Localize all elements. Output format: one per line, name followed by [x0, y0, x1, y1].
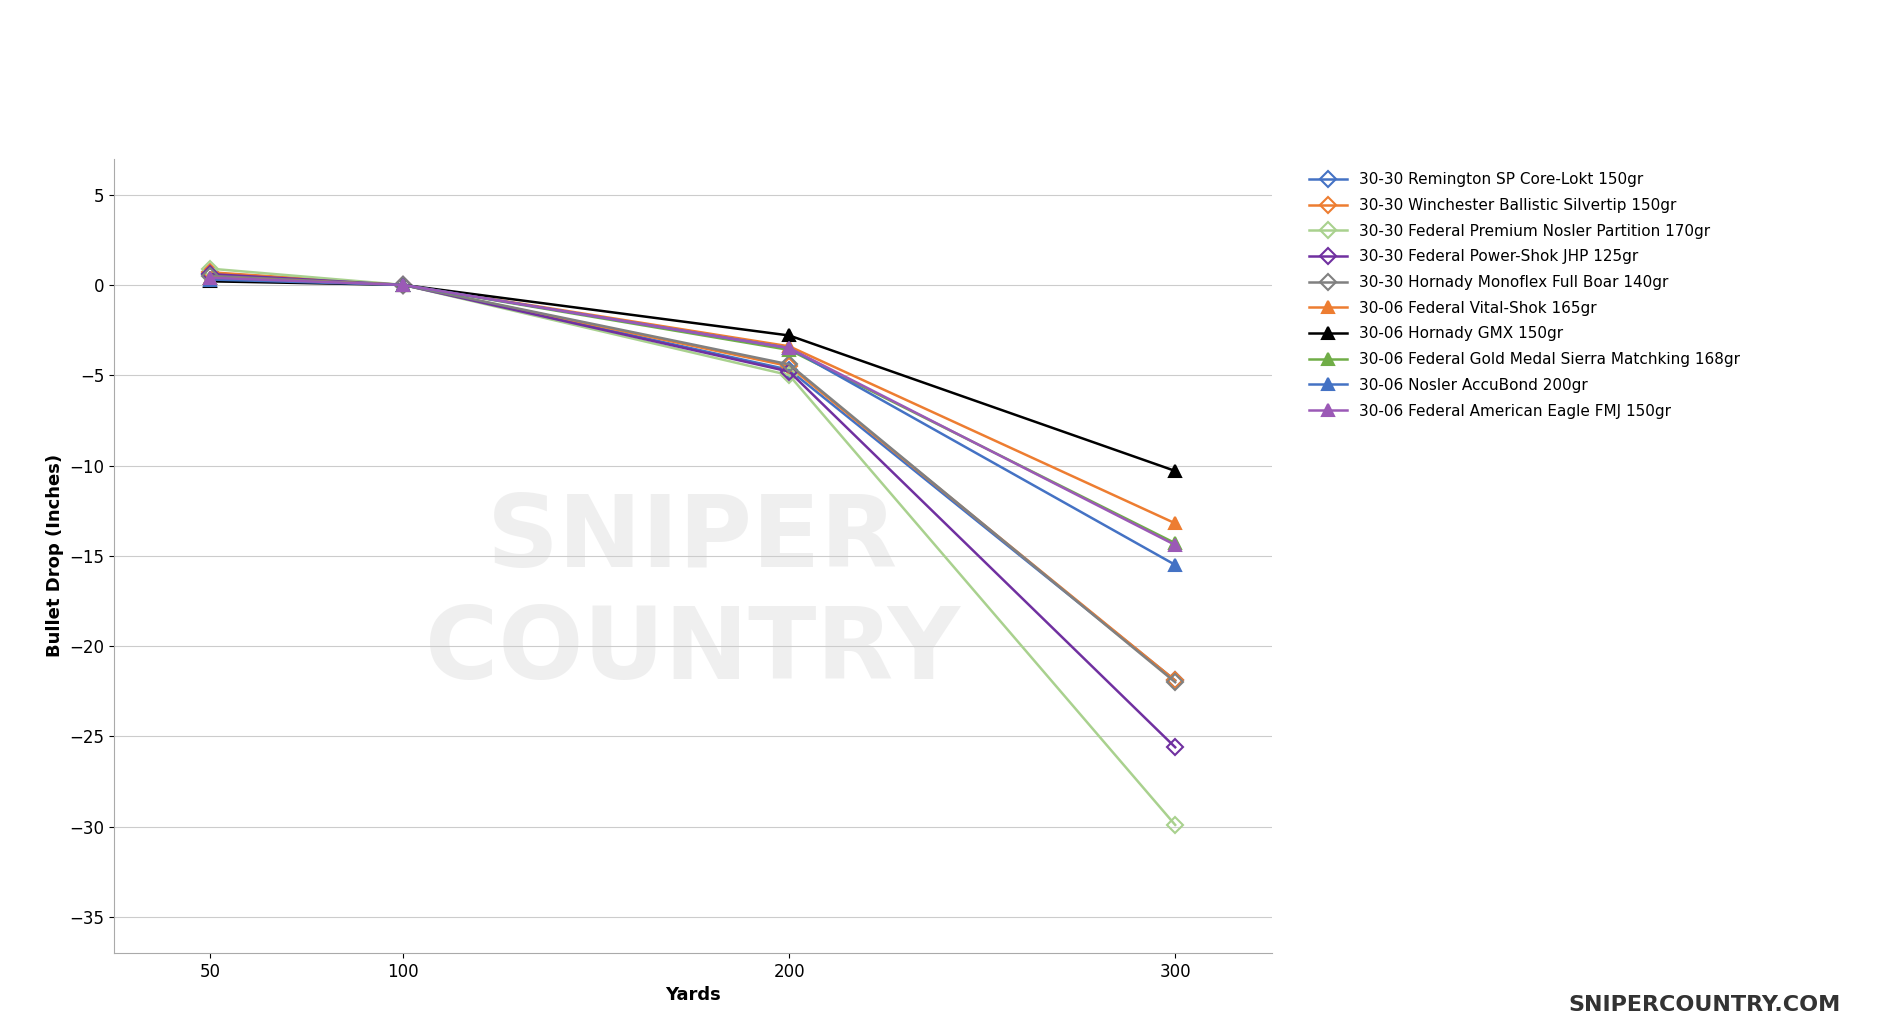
30-30 Federal Power-Shok JHP 125gr: [778, 366, 801, 378]
30-06 Nosler AccuBond 200gr: [199, 274, 222, 286]
30-06 Nosler AccuBond 200gr: [1163, 558, 1186, 571]
30-06 Federal Vital-Shok 165gr: [391, 279, 414, 291]
30-30 Remington SP Core-Lokt 150gr: [778, 364, 801, 376]
30-30 Hornady Monoflex Full Boar 140gr: [778, 358, 801, 371]
30-06 Federal Gold Medal Sierra Matchking 168gr: [778, 344, 801, 356]
30-30 Federal Premium Nosler Partition 170gr: [199, 262, 222, 275]
Line: 30-06 Federal American Eagle FMJ 150gr: 30-06 Federal American Eagle FMJ 150gr: [205, 272, 1181, 550]
30-30 Federal Premium Nosler Partition 170gr: [391, 279, 414, 291]
Line: 30-06 Federal Vital-Shok 165gr: 30-06 Federal Vital-Shok 165gr: [205, 272, 1181, 528]
30-30 Federal Premium Nosler Partition 170gr: [778, 369, 801, 381]
30-06 Hornady GMX 150gr: [778, 329, 801, 342]
30-06 Federal Vital-Shok 165gr: [1163, 517, 1186, 529]
30-30 Remington SP Core-Lokt 150gr: [1163, 674, 1186, 687]
30-30 Winchester Ballistic Silvertip 150gr: [391, 279, 414, 291]
Line: 30-30 Hornady Monoflex Full Boar 140gr: 30-30 Hornady Monoflex Full Boar 140gr: [205, 270, 1181, 688]
Line: 30-06 Federal Gold Medal Sierra Matchking 168gr: 30-06 Federal Gold Medal Sierra Matchkin…: [205, 272, 1181, 549]
Text: SNIPERCOUNTRY.COM: SNIPERCOUNTRY.COM: [1570, 996, 1841, 1015]
Text: SNIPER
COUNTRY: SNIPER COUNTRY: [425, 491, 960, 700]
30-06 Federal Gold Medal Sierra Matchking 168gr: [199, 271, 222, 284]
30-06 Federal Gold Medal Sierra Matchking 168gr: [391, 279, 414, 291]
30-06 Hornady GMX 150gr: [391, 279, 414, 291]
30-30 Remington SP Core-Lokt 150gr: [391, 279, 414, 291]
30-06 Federal Gold Medal Sierra Matchking 168gr: [1163, 537, 1186, 549]
30-30 Hornady Monoflex Full Boar 140gr: [1163, 677, 1186, 689]
30-06 Hornady GMX 150gr: [199, 276, 222, 288]
30-30 Remington SP Core-Lokt 150gr: [199, 268, 222, 281]
30-06 Hornady GMX 150gr: [1163, 465, 1186, 478]
Y-axis label: Bullet Drop (Inches): Bullet Drop (Inches): [46, 454, 65, 658]
30-06 Federal American Eagle FMJ 150gr: [199, 271, 222, 284]
30-06 Federal American Eagle FMJ 150gr: [778, 342, 801, 354]
Line: 30-30 Remington SP Core-Lokt 150gr: 30-30 Remington SP Core-Lokt 150gr: [205, 268, 1181, 686]
Line: 30-06 Nosler AccuBond 200gr: 30-06 Nosler AccuBond 200gr: [205, 274, 1181, 571]
30-30 Hornady Monoflex Full Boar 140gr: [391, 279, 414, 291]
30-30 Federal Power-Shok JHP 125gr: [199, 268, 222, 281]
30-30 Winchester Ballistic Silvertip 150gr: [778, 359, 801, 372]
Line: 30-30 Federal Power-Shok JHP 125gr: 30-30 Federal Power-Shok JHP 125gr: [205, 268, 1181, 753]
30-30 Hornady Monoflex Full Boar 140gr: [199, 269, 222, 282]
Legend: 30-30 Remington SP Core-Lokt 150gr, 30-30 Winchester Ballistic Silvertip 150gr, : 30-30 Remington SP Core-Lokt 150gr, 30-3…: [1302, 166, 1746, 425]
30-06 Nosler AccuBond 200gr: [778, 342, 801, 354]
30-06 Federal American Eagle FMJ 150gr: [391, 279, 414, 291]
30-06 Federal Vital-Shok 165gr: [778, 340, 801, 352]
Text: SHORT RANGE TRAJECTORY: SHORT RANGE TRAJECTORY: [393, 25, 1505, 94]
Line: 30-30 Winchester Ballistic Silvertip 150gr: 30-30 Winchester Ballistic Silvertip 150…: [205, 266, 1181, 686]
30-06 Federal Vital-Shok 165gr: [199, 271, 222, 284]
X-axis label: Yards: Yards: [664, 986, 721, 1004]
Line: 30-06 Hornady GMX 150gr: 30-06 Hornady GMX 150gr: [205, 276, 1181, 477]
30-30 Federal Power-Shok JHP 125gr: [391, 279, 414, 291]
30-30 Winchester Ballistic Silvertip 150gr: [199, 266, 222, 279]
30-30 Federal Premium Nosler Partition 170gr: [1163, 818, 1186, 831]
30-30 Federal Power-Shok JHP 125gr: [1163, 741, 1186, 753]
30-06 Nosler AccuBond 200gr: [391, 279, 414, 291]
30-30 Winchester Ballistic Silvertip 150gr: [1163, 674, 1186, 687]
Line: 30-30 Federal Premium Nosler Partition 170gr: 30-30 Federal Premium Nosler Partition 1…: [205, 263, 1181, 831]
30-06 Federal American Eagle FMJ 150gr: [1163, 539, 1186, 551]
